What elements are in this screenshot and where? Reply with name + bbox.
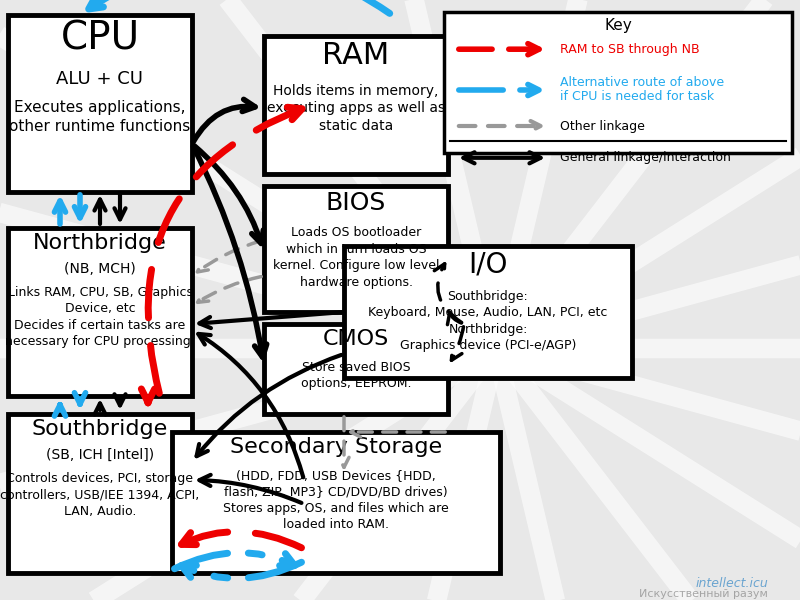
FancyBboxPatch shape: [264, 186, 448, 312]
Text: Executes applications,
other runtime functions: Executes applications, other runtime fun…: [10, 100, 190, 134]
FancyBboxPatch shape: [264, 36, 448, 174]
FancyBboxPatch shape: [172, 432, 500, 573]
Text: Controls devices, PCI, storage
controllers, USB/IEE 1394, ACPI,
LAN, Audio.: Controls devices, PCI, storage controlle…: [0, 472, 200, 518]
Text: BIOS: BIOS: [326, 191, 386, 215]
Text: (NB, MCH): (NB, MCH): [64, 262, 136, 275]
Text: Southbridge: Southbridge: [32, 419, 168, 439]
Text: RAM: RAM: [322, 41, 390, 70]
Text: Loads OS bootloader
which in turn loads OS
kernel. Configure low level
hardware : Loads OS bootloader which in turn loads …: [273, 226, 439, 289]
Text: Store saved BIOS
options, EEPROM.: Store saved BIOS options, EEPROM.: [301, 361, 411, 390]
Text: if CPU is needed for task: if CPU is needed for task: [560, 89, 714, 103]
Text: Alternative route of above: Alternative route of above: [560, 76, 724, 89]
Text: Northbridge: Northbridge: [33, 233, 167, 253]
Text: Secondary Storage: Secondary Storage: [230, 437, 442, 457]
Text: Links RAM, CPU, SB, Graphics
Device, etc
Decides if certain tasks are
necessary : Links RAM, CPU, SB, Graphics Device, etc…: [5, 286, 195, 348]
Text: I/O: I/O: [468, 251, 508, 279]
FancyBboxPatch shape: [8, 414, 192, 573]
Text: (HDD, FDD, USB Devices {HDD,
flash, ZIP, MP3} CD/DVD/BD drives)
Stores apps, OS,: (HDD, FDD, USB Devices {HDD, flash, ZIP,…: [223, 469, 449, 531]
Text: Holds items in memory,
executing apps as well as
static data: Holds items in memory, executing apps as…: [267, 83, 445, 133]
Text: CMOS: CMOS: [323, 329, 389, 349]
FancyBboxPatch shape: [444, 12, 792, 153]
Text: (SB, ICH [Intel]): (SB, ICH [Intel]): [46, 448, 154, 461]
Text: Искусственный разум: Искусственный разум: [639, 589, 768, 599]
Text: CPU: CPU: [61, 20, 139, 58]
FancyBboxPatch shape: [8, 228, 192, 396]
Text: Key: Key: [604, 18, 632, 33]
FancyBboxPatch shape: [344, 246, 632, 378]
Text: Southbridge:
Keyboard, Mouse, Audio, LAN, PCI, etc
Northbridge:
Graphics device : Southbridge: Keyboard, Mouse, Audio, LAN…: [368, 290, 608, 352]
FancyBboxPatch shape: [8, 15, 192, 192]
Text: intellect.icu: intellect.icu: [695, 577, 768, 590]
Text: General linkage/interaction: General linkage/interaction: [560, 151, 731, 164]
Text: Other linkage: Other linkage: [560, 119, 645, 133]
Text: RAM to SB through NB: RAM to SB through NB: [560, 43, 700, 56]
Text: ALU + CU: ALU + CU: [57, 70, 143, 88]
FancyBboxPatch shape: [264, 324, 448, 414]
